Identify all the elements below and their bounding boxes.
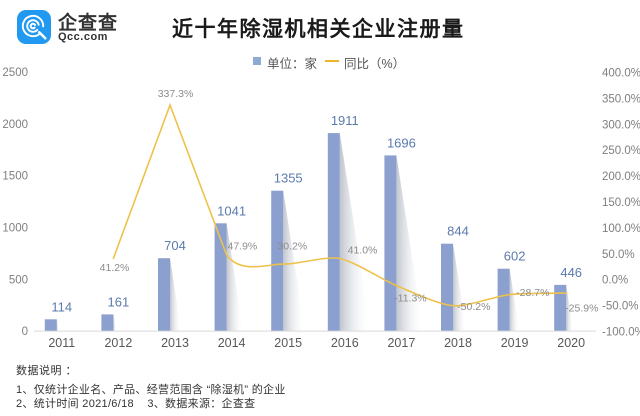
svg-text:1041: 1041 bbox=[217, 203, 246, 218]
svg-text:0: 0 bbox=[22, 326, 28, 338]
svg-text:500: 500 bbox=[9, 274, 28, 286]
svg-text:2017: 2017 bbox=[387, 336, 415, 350]
svg-text:50.0%: 50.0% bbox=[602, 249, 635, 261]
svg-text:337.3%: 337.3% bbox=[158, 88, 194, 100]
svg-text:2012: 2012 bbox=[104, 336, 132, 350]
svg-text:-100.0%: -100.0% bbox=[602, 327, 640, 339]
svg-text:2020: 2020 bbox=[557, 336, 585, 350]
svg-text:47.9%: 47.9% bbox=[228, 241, 258, 253]
svg-text:300.0%: 300.0% bbox=[602, 119, 640, 131]
svg-text:1696: 1696 bbox=[387, 135, 416, 150]
svg-text:602: 602 bbox=[504, 249, 526, 264]
svg-text:-28.7%: -28.7% bbox=[516, 287, 549, 299]
svg-text:2014: 2014 bbox=[218, 336, 246, 350]
svg-text:1500: 1500 bbox=[2, 171, 28, 183]
svg-text:1355: 1355 bbox=[274, 171, 303, 186]
svg-text:446: 446 bbox=[560, 265, 582, 280]
svg-text:161: 161 bbox=[108, 294, 130, 309]
svg-text:1911: 1911 bbox=[331, 113, 359, 128]
svg-text:30.2%: 30.2% bbox=[277, 241, 307, 253]
svg-text:704: 704 bbox=[164, 238, 186, 253]
svg-text:2500: 2500 bbox=[2, 67, 28, 79]
svg-text:2013: 2013 bbox=[161, 336, 189, 350]
svg-text:2000: 2000 bbox=[2, 119, 28, 131]
svg-text:2015: 2015 bbox=[274, 336, 302, 350]
svg-text:2011: 2011 bbox=[48, 336, 75, 350]
svg-text:-50.0%: -50.0% bbox=[602, 301, 638, 313]
svg-text:2019: 2019 bbox=[501, 336, 529, 350]
svg-text:41.2%: 41.2% bbox=[100, 262, 130, 274]
svg-text:-11.3%: -11.3% bbox=[394, 293, 427, 305]
svg-text:350.0%: 350.0% bbox=[602, 93, 640, 105]
svg-text:200.0%: 200.0% bbox=[602, 171, 640, 183]
svg-text:100.0%: 100.0% bbox=[602, 223, 640, 235]
svg-text:-50.2%: -50.2% bbox=[457, 301, 490, 313]
svg-text:400.0%: 400.0% bbox=[602, 68, 640, 80]
svg-text:114: 114 bbox=[51, 299, 72, 314]
svg-text:-25.9%: -25.9% bbox=[565, 302, 598, 314]
svg-text:41.0%: 41.0% bbox=[348, 245, 378, 257]
svg-text:150.0%: 150.0% bbox=[602, 197, 640, 209]
svg-text:2018: 2018 bbox=[444, 336, 472, 350]
svg-text:1000: 1000 bbox=[2, 223, 28, 235]
svg-text:844: 844 bbox=[447, 224, 469, 239]
svg-text:2016: 2016 bbox=[331, 336, 359, 350]
svg-text:0.0%: 0.0% bbox=[602, 275, 628, 287]
svg-text:250.0%: 250.0% bbox=[602, 145, 640, 157]
